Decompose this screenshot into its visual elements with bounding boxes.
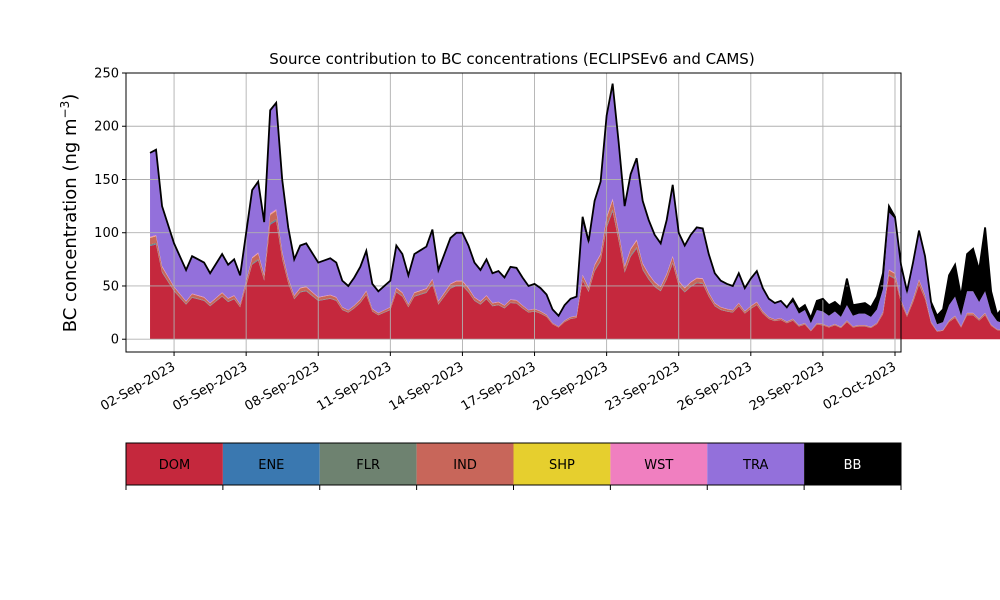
total-line (149, 83, 1000, 321)
area-dom (150, 211, 1000, 340)
x-tick-label: 14-Sep-2023 (387, 359, 467, 414)
x-tick-label: 02-Sep-2023 (98, 359, 178, 414)
area-tra (150, 83, 1000, 332)
x-tick-label: 26-Sep-2023 (675, 359, 755, 414)
y-axis-label-main: BC concentration (ng m (60, 118, 81, 332)
x-tick-label: 20-Sep-2023 (531, 359, 611, 414)
legend-swatch-flr (319, 443, 417, 485)
y-tick-label: 100 (94, 226, 119, 241)
y-tick-label: 200 (94, 120, 119, 135)
stacked-areas (150, 83, 1000, 340)
legend-swatch-dom (126, 443, 223, 485)
legend-swatch-bb (804, 443, 901, 485)
legend-label-bb: BB (844, 458, 862, 473)
x-tick-label: 17-Sep-2023 (459, 359, 539, 414)
y-axis-label-superscript: −3 (58, 101, 72, 119)
y-tick-label: 250 (94, 67, 119, 82)
legend-swatch-wst (610, 443, 708, 485)
x-tick-label: 08-Sep-2023 (242, 359, 322, 414)
x-tick-label: 11-Sep-2023 (315, 359, 395, 414)
chart-title: Source contribution to BC concentrations… (269, 50, 754, 68)
x-tick-label: 05-Sep-2023 (170, 359, 250, 414)
x-tick-label: 29-Sep-2023 (747, 359, 827, 414)
legend-swatch-ind (416, 443, 514, 485)
area-ind (150, 200, 1000, 332)
legend-label-shp: SHP (549, 458, 575, 473)
x-ticks: 02-Sep-202305-Sep-202308-Sep-202311-Sep-… (98, 352, 899, 414)
legend-label-wst: WST (644, 458, 673, 473)
legend-label-dom: DOM (159, 458, 190, 473)
y-tick-label: 0 (111, 333, 119, 348)
grid (126, 72, 901, 352)
plot-area: 0 50 100 150 200 250 02-Sep-202305-Sep-202308… (94, 67, 1000, 414)
legend-label-tra: TRA (742, 458, 768, 473)
legend-label-ind: IND (453, 458, 477, 473)
y-tick-label: 50 (102, 279, 119, 294)
legend-label-flr: FLR (356, 458, 380, 473)
x-tick-label: 02-Oct-2023 (821, 359, 899, 413)
legend-swatch-shp (513, 443, 611, 485)
legend-label-ene: ENE (258, 458, 284, 473)
x-tick-label: 23-Sep-2023 (603, 359, 683, 414)
y-ticks: 0 50 100 150 200 250 (94, 67, 126, 348)
source-legend-colorbar: DOM ENE FLR IND SHP WST TRA BB (125, 442, 902, 490)
legend-swatch-tra (707, 443, 805, 485)
y-axis-label-close: ) (60, 94, 81, 101)
plot-frame (125, 72, 902, 353)
y-tick-label: 150 (94, 173, 119, 188)
legend-swatch-ene (222, 443, 320, 485)
y-axis-label: BC concentration (ng m−3) (58, 94, 81, 333)
